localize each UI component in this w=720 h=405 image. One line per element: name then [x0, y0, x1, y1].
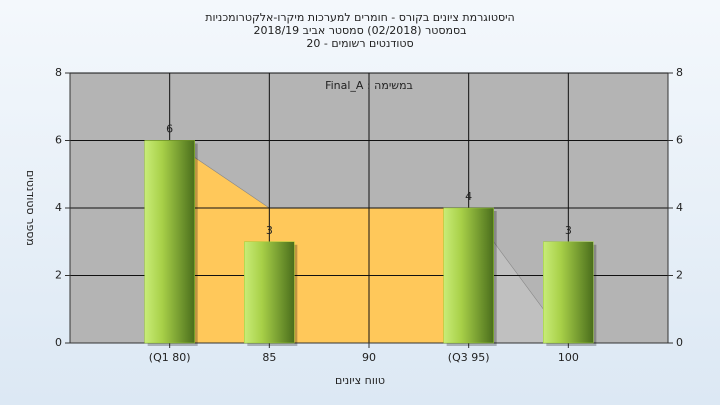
x-tick-label: 90 [362, 351, 376, 364]
y-tick-label: 2 [55, 269, 62, 282]
data-label: 3 [266, 224, 273, 237]
y-tick-label: 8 [55, 66, 62, 79]
bar [144, 140, 195, 344]
y-axis-label: מספר סטודנטים [24, 170, 37, 246]
title-line: היסטוגרמת ציונים בקורס - חומרים למערכות … [205, 11, 514, 24]
y-tick-label: 4 [55, 201, 62, 214]
x-tick-label: 100 [558, 351, 579, 364]
y2-tick-label: 0 [676, 336, 683, 349]
y2-tick-label: 2 [676, 269, 683, 282]
title-line: סטודנטים רשומים - 20 [306, 37, 413, 50]
x-tick-label: (Q1 80) [149, 351, 191, 364]
title-line: בסמסטר (02/2018) סמסטר אביב 2018/19 [253, 24, 466, 37]
x-tick-label: 85 [262, 351, 276, 364]
data-label: 4 [465, 190, 472, 203]
bar [244, 241, 295, 344]
y-tick-label: 0 [55, 336, 62, 349]
y2-tick-label: 6 [676, 134, 683, 147]
y-tick-label: 6 [55, 134, 62, 147]
bar [543, 241, 594, 344]
bar [443, 207, 494, 344]
data-label: 6 [166, 123, 173, 136]
data-label: 3 [565, 224, 572, 237]
y2-tick-label: 8 [676, 66, 683, 79]
y2-tick-label: 4 [676, 201, 683, 214]
x-tick-label: (Q3 95) [448, 351, 490, 364]
x-axis-label: טווח ציונים [335, 374, 385, 387]
